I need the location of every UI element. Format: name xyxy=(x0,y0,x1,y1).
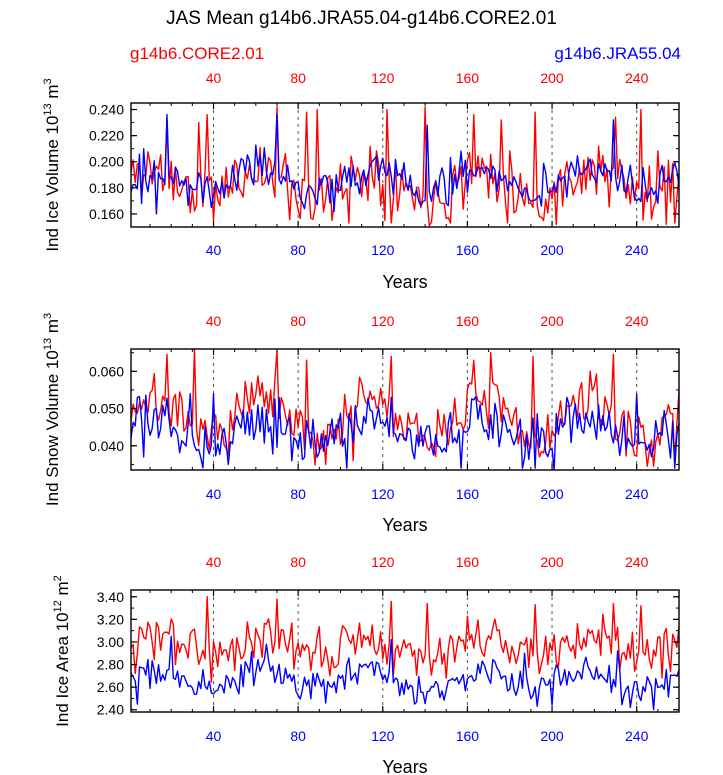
y-tick-label: 0.240 xyxy=(89,102,124,118)
x-tick-label-bottom: 200 xyxy=(540,728,564,744)
x-tick-label-top: 240 xyxy=(625,70,649,86)
x-tick-label-bottom: 40 xyxy=(206,728,222,744)
x-tick-label-top: 200 xyxy=(540,313,564,329)
x-tick-label-top: 80 xyxy=(290,70,306,86)
x-tick-label-bottom: 240 xyxy=(625,728,649,744)
jra-series-line xyxy=(130,635,680,711)
x-tick-label-bottom: 40 xyxy=(206,486,222,502)
x-tick-label-top: 80 xyxy=(290,313,306,329)
y-tick-label: 0.050 xyxy=(89,401,124,417)
x-tick-label-top: 240 xyxy=(625,313,649,329)
y-tick-label: 0.040 xyxy=(89,438,124,454)
y-axis-title: Ind Ice Volume 1013 m3 xyxy=(42,78,62,251)
plot-panel-1: 40 40 80 80 120 120 160 160 200 200 240 240 0.160 0.1… xyxy=(42,70,680,292)
x-tick-label-bottom: 120 xyxy=(371,242,395,258)
x-tick-label-bottom: 80 xyxy=(290,242,306,258)
x-tick-label-top: 120 xyxy=(371,70,395,86)
plot-frame xyxy=(130,102,680,228)
x-tick-label-top: 240 xyxy=(625,554,649,570)
x-tick-label-top: 160 xyxy=(456,70,480,86)
jra-series-line xyxy=(130,114,680,215)
y-tick-label: 3.40 xyxy=(97,589,124,605)
y-tick-label: 2.80 xyxy=(97,657,124,673)
x-axis-title: Years xyxy=(382,272,427,292)
y-axis-title: Ind Snow Volume 1013 m3 xyxy=(42,313,62,506)
legend-jra-label: g14b6.JRA55.04 xyxy=(554,44,681,63)
jra-series-line xyxy=(130,392,680,471)
x-tick-label-top: 200 xyxy=(540,554,564,570)
y-tick-label: 3.00 xyxy=(97,634,124,650)
x-tick-label-bottom: 160 xyxy=(456,486,480,502)
x-tick-label-bottom: 160 xyxy=(456,242,480,258)
core-series-line xyxy=(130,106,680,227)
x-axis-title: Years xyxy=(382,757,427,775)
x-tick-label-bottom: 160 xyxy=(456,728,480,744)
x-tick-label-bottom: 200 xyxy=(540,486,564,502)
y-tick-label: 3.20 xyxy=(97,611,124,627)
x-tick-label-top: 40 xyxy=(206,554,222,570)
x-tick-label-bottom: 40 xyxy=(206,242,222,258)
core-series-line xyxy=(130,596,680,683)
x-tick-label-bottom: 240 xyxy=(625,242,649,258)
x-tick-label-bottom: 240 xyxy=(625,486,649,502)
x-tick-label-top: 80 xyxy=(290,554,306,570)
x-tick-label-top: 40 xyxy=(206,70,222,86)
x-tick-label-bottom: 200 xyxy=(540,242,564,258)
plot-panel-3: 40 40 80 80 120 120 160 160 200 200 240 240 2.40 2.60… xyxy=(52,554,680,775)
y-tick-label: 0.220 xyxy=(89,128,124,144)
x-tick-label-top: 40 xyxy=(206,313,222,329)
y-axis-title: Ind Ice Area 1012 m2 xyxy=(52,575,72,727)
x-tick-label-top: 120 xyxy=(371,554,395,570)
y-tick-label: 0.060 xyxy=(89,363,124,379)
plot-frame xyxy=(130,589,680,713)
x-tick-label-top: 160 xyxy=(456,554,480,570)
x-axis-title: Years xyxy=(382,515,427,535)
legend-core-label: g14b6.CORE2.01 xyxy=(130,44,265,63)
x-tick-label-bottom: 80 xyxy=(290,486,306,502)
x-tick-label-top: 120 xyxy=(371,313,395,329)
y-tick-label: 0.200 xyxy=(89,154,124,170)
y-tick-label: 0.160 xyxy=(89,206,124,222)
x-tick-label-bottom: 120 xyxy=(371,486,395,502)
y-tick-label: 2.40 xyxy=(97,702,124,718)
x-tick-label-top: 200 xyxy=(540,70,564,86)
x-tick-label-bottom: 120 xyxy=(371,728,395,744)
plot-panel-2: 40 40 80 80 120 120 160 160 200 200 240 240 0.040 0.0… xyxy=(42,313,680,535)
x-tick-label-top: 160 xyxy=(456,313,480,329)
x-tick-label-bottom: 80 xyxy=(290,728,306,744)
y-tick-label: 0.180 xyxy=(89,180,124,196)
page-title: JAS Mean g14b6.JRA55.04-g14b6.CORE2.01 xyxy=(166,8,557,29)
y-tick-label: 2.60 xyxy=(97,679,124,695)
plot-frame xyxy=(130,348,680,471)
